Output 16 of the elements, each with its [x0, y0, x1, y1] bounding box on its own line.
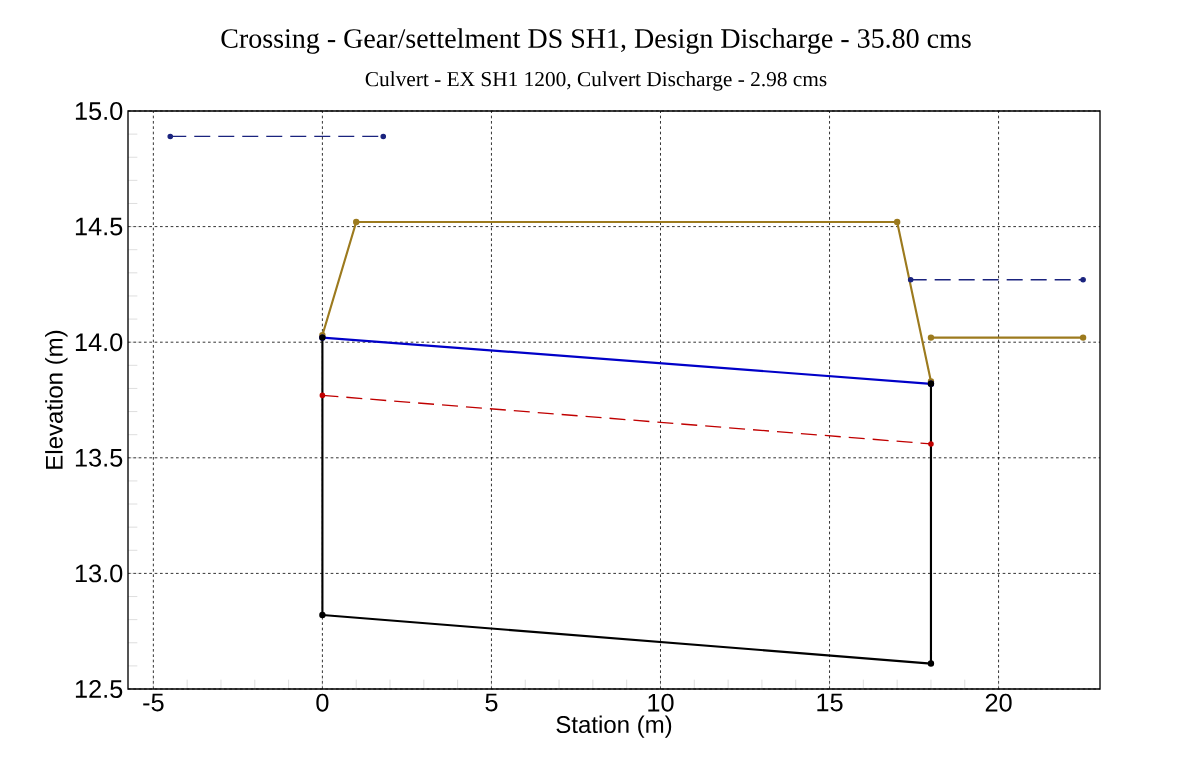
- y-tick-label: 12.5: [75, 680, 123, 698]
- x-tick-label: 10: [648, 693, 674, 712]
- x-tick-label: -5: [143, 693, 164, 712]
- y-tick-label: 14.0: [75, 333, 123, 352]
- x-tick-label: 5: [485, 693, 498, 712]
- x-tick-label: 15: [817, 693, 843, 712]
- chart-subtitle: Culvert - EX SH1 1200, Culvert Discharge - 2.98 cms: [365, 71, 827, 91]
- y-tick-label: 13.0: [75, 564, 123, 583]
- y-tick-label: 14.5: [75, 217, 123, 236]
- x-tick-label: 0: [316, 693, 329, 712]
- y-tick-label: 15.0: [75, 102, 123, 120]
- y-tick-label: 13.5: [75, 448, 123, 467]
- x-tick-label: 20: [985, 693, 1012, 712]
- y-axis-title: Elevation (m): [45, 330, 68, 469]
- chart-title: Crossing - Gear/settelment DS SH1, Design Discharge - 35.80 cms: [221, 28, 971, 54]
- x-axis-title: Station (m): [556, 715, 672, 738]
